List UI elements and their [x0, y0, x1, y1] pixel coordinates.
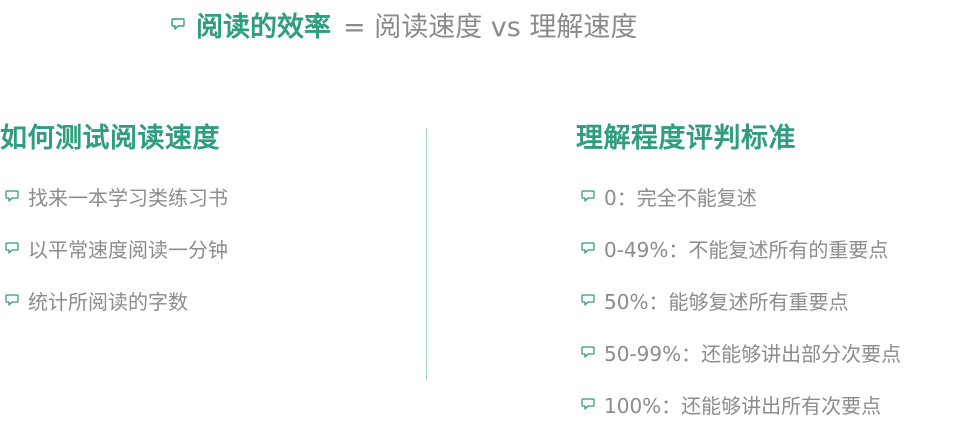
column-divider — [426, 128, 427, 380]
list-item: 0-49%：不能复述所有的重要点 — [580, 222, 901, 274]
list-item: 100%：还能够讲出所有次要点 — [580, 378, 901, 430]
list-item-text: 50-99%：还能够讲出部分次要点 — [604, 341, 902, 366]
section-heading: 如何测试阅读速度 — [0, 123, 220, 154]
speech-bubble-icon — [580, 188, 596, 204]
list-item-text: 找来一本学习类练习书 — [28, 185, 228, 210]
list-item: 以平常速度阅读一分钟 — [4, 222, 228, 274]
list-item: 50%：能够复述所有重要点 — [580, 274, 901, 326]
title-formula: = 阅读速度 vs 理解速度 — [343, 11, 638, 43]
list-item-text: 以平常速度阅读一分钟 — [28, 237, 228, 262]
list-item-text: 0：完全不能复述 — [604, 185, 757, 210]
page-title: 阅读的效率 = 阅读速度 vs 理解速度 — [170, 4, 637, 44]
speech-bubble-icon — [4, 292, 20, 308]
speech-bubble-icon — [170, 16, 186, 32]
list-item: 50-99%：还能够讲出部分次要点 — [580, 326, 901, 378]
list-item: 找来一本学习类练习书 — [4, 170, 228, 222]
title-emphasis: 阅读的效率 — [196, 11, 331, 43]
speech-bubble-icon — [580, 396, 596, 412]
comprehension-criteria: 0：完全不能复述 0-49%：不能复述所有的重要点 50%：能够复述所有重要点 … — [580, 170, 901, 430]
section-heading: 理解程度评判标准 — [576, 123, 796, 154]
speech-bubble-icon — [580, 240, 596, 256]
list-item-text: 统计所阅读的字数 — [28, 289, 188, 314]
list-item-text: 100%：还能够讲出所有次要点 — [604, 393, 882, 418]
list-item-text: 50%：能够复述所有重要点 — [604, 289, 849, 314]
list-item: 0：完全不能复述 — [580, 170, 901, 222]
speech-bubble-icon — [4, 240, 20, 256]
speech-bubble-icon — [580, 292, 596, 308]
reading-speed-steps: 找来一本学习类练习书 以平常速度阅读一分钟 统计所阅读的字数 — [4, 170, 228, 326]
list-item-text: 0-49%：不能复述所有的重要点 — [604, 237, 889, 262]
speech-bubble-icon — [580, 344, 596, 360]
speech-bubble-icon — [4, 188, 20, 204]
list-item: 统计所阅读的字数 — [4, 274, 228, 326]
